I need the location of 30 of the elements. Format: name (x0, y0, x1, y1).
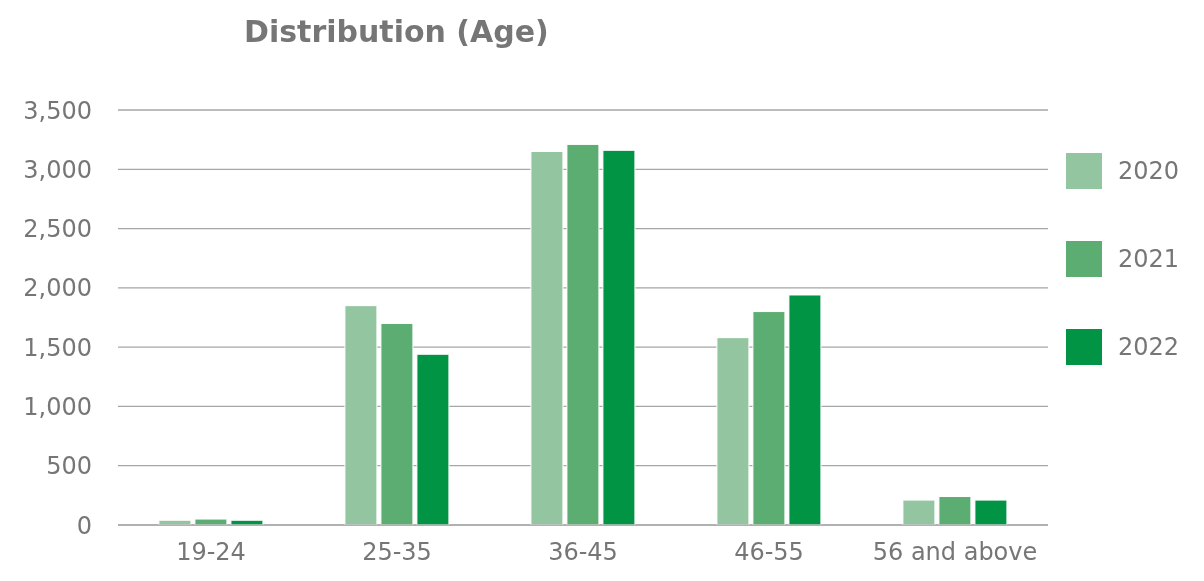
bar (194, 518, 228, 525)
y-tick-label: 2,000 (23, 274, 92, 303)
y-tick-label: 0 (76, 511, 92, 540)
x-tick-label: 19-24 (176, 538, 246, 567)
chart-title: Distribution (Age) (244, 14, 549, 49)
bar (530, 151, 564, 525)
y-tick-label: 500 (46, 452, 92, 481)
legend-label: 2022 (1118, 333, 1180, 361)
bar (602, 149, 636, 525)
bar (938, 496, 972, 525)
bar (902, 499, 936, 525)
legend-label: 2020 (1118, 157, 1180, 185)
x-tick-label: 56 and above (872, 538, 1038, 567)
bar (788, 294, 822, 525)
x-tick-label: 36-45 (548, 538, 618, 567)
bar (716, 337, 750, 525)
bar (974, 499, 1008, 525)
bar (380, 322, 414, 525)
y-tick-label: 3,000 (23, 155, 92, 184)
y-tick-label: 1,500 (23, 333, 92, 362)
bar (752, 311, 786, 525)
y-tick-label: 1,000 (23, 392, 92, 421)
legend-label: 2021 (1118, 245, 1180, 273)
bar (416, 353, 450, 525)
y-tick-label: 2,500 (23, 215, 92, 244)
x-tick-label: 25-35 (362, 538, 432, 567)
y-tick-label: 3,500 (23, 96, 92, 125)
bar (344, 305, 378, 525)
bar (566, 143, 600, 525)
x-tick-label: 46-55 (734, 538, 804, 567)
